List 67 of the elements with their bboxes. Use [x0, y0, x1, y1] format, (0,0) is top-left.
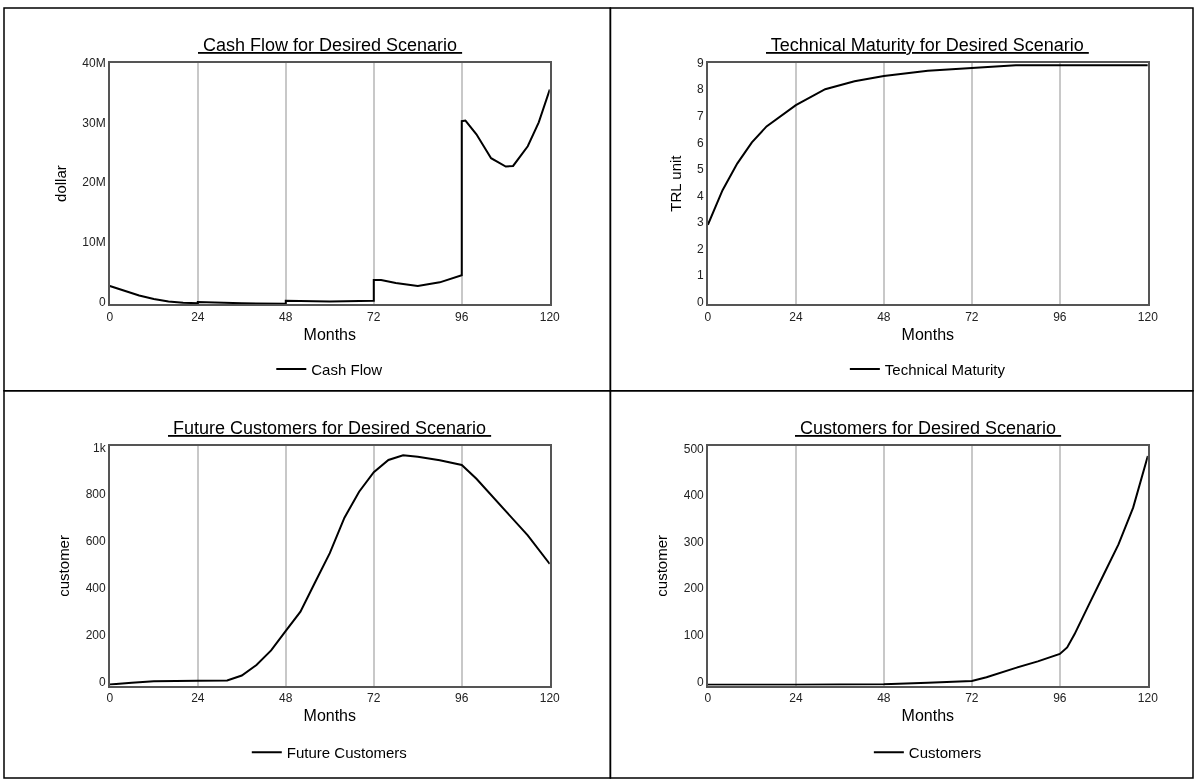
y-tick-label: 30M — [82, 115, 106, 130]
y-tick-label: 8 — [697, 82, 705, 97]
y-tick-label: 2 — [697, 241, 705, 256]
x-tick-label: 72 — [965, 309, 979, 324]
y-tick-label: 40M — [82, 55, 106, 70]
y-tick-label: 200 — [85, 628, 106, 643]
y-tick-label: 1k — [92, 440, 107, 455]
legend-label: Future Customers — [286, 744, 407, 762]
y-tick-label: 9 — [697, 55, 705, 70]
y-tick-label: 400 — [85, 581, 106, 596]
x-axis-title: Months — [901, 325, 955, 343]
y-tick-label: 3 — [697, 215, 705, 230]
y-tick-label: 10M — [82, 234, 106, 249]
y-tick-label: 0 — [697, 674, 705, 689]
x-tick-label: 96 — [455, 690, 469, 705]
y-tick-label: 0 — [98, 294, 106, 309]
y-tick-label: 6 — [697, 135, 705, 150]
x-tick-label: 120 — [539, 690, 561, 705]
x-tick-label: 24 — [789, 690, 803, 705]
y-tick-label: 0 — [697, 294, 705, 309]
x-axis-title: Months — [901, 706, 955, 724]
x-tick-label: 48 — [279, 690, 293, 705]
line-series — [109, 88, 550, 305]
y-tick-label: 20M — [82, 175, 106, 190]
y-tick-label: 0 — [98, 675, 106, 690]
x-tick-label: 96 — [455, 309, 469, 324]
y-tick-label: 100 — [683, 628, 705, 643]
x-tick-label: 48 — [877, 309, 891, 324]
chart-title: Customers for Desired Scenario — [795, 418, 1062, 438]
x-tick-label: 120 — [1137, 309, 1159, 324]
y-tick-label: 200 — [683, 581, 705, 596]
x-tick-label: 24 — [789, 309, 803, 324]
y-tick-label: 600 — [85, 534, 106, 549]
x-axis-title: Months — [303, 706, 357, 724]
x-tick-label: 24 — [191, 690, 205, 705]
line-series — [109, 454, 550, 686]
x-tick-label: 72 — [965, 690, 979, 705]
y-tick-label: 1 — [697, 268, 705, 283]
legend-label: Cash Flow — [311, 360, 383, 378]
x-tick-label: 72 — [367, 690, 381, 705]
y-axis-title: customer — [653, 535, 671, 597]
chart-title: Future Customers for Desired Scenario — [168, 418, 492, 438]
line-series — [707, 454, 1148, 686]
x-axis-title: Months — [303, 325, 357, 343]
y-axis-title: TRL unit — [666, 154, 684, 212]
x-tick-label: 96 — [1053, 690, 1067, 705]
y-tick-label: 400 — [683, 488, 705, 503]
y-tick-label: 5 — [697, 162, 705, 177]
legend-label: Customers — [908, 744, 982, 762]
y-tick-label: 800 — [85, 487, 106, 502]
x-tick-label: 96 — [1053, 309, 1067, 324]
x-tick-label: 120 — [539, 309, 561, 324]
x-tick-label: 48 — [877, 690, 891, 705]
y-tick-label: 500 — [683, 441, 705, 456]
y-axis-title: dollar — [52, 165, 70, 202]
chart-title: Cash Flow for Desired Scenario — [198, 35, 463, 55]
x-tick-label: 48 — [279, 309, 293, 324]
y-tick-label: 7 — [697, 109, 705, 124]
y-tick-label: 4 — [697, 188, 705, 203]
legend-label: Technical Maturity — [884, 360, 1006, 378]
chart-title: Technical Maturity for Desired Scenario — [766, 35, 1089, 55]
x-tick-label: 72 — [367, 309, 381, 324]
y-axis-title: customer — [55, 535, 73, 597]
x-tick-label: 120 — [1137, 690, 1159, 705]
line-series — [707, 64, 1148, 226]
y-tick-label: 300 — [683, 534, 705, 549]
x-tick-label: 24 — [191, 309, 205, 324]
